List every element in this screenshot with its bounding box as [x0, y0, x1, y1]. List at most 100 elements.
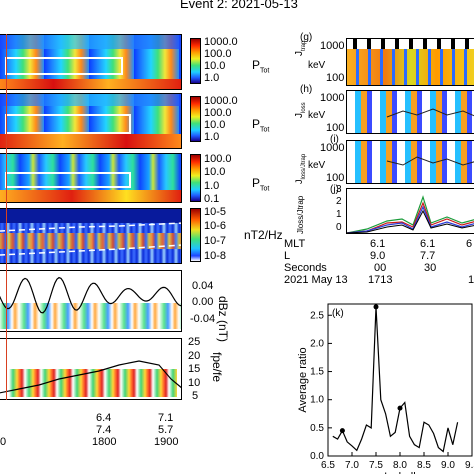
- panel-j-plot: [346, 188, 474, 234]
- dbz-tick-0: 0.04: [192, 280, 214, 292]
- x-tick-label: 6.5: [321, 460, 335, 471]
- ratio-point-marked: [339, 428, 345, 434]
- dbz-tick-2: -0.04: [190, 313, 216, 325]
- y-tick-label: 0.5: [310, 423, 324, 434]
- panel-i-ytick-0: 1000: [320, 142, 345, 154]
- panel-j-letter: (j): [330, 184, 339, 195]
- panel-h-heatmap: [346, 90, 474, 134]
- panel-j-ytick-0: 3: [336, 184, 342, 195]
- cbar1-tick-2: 10.0: [204, 60, 226, 72]
- footer-col3-mlt: 6: [466, 238, 473, 250]
- footer-col2-mlt: 6.1: [420, 238, 436, 250]
- cbar3-tick-0: 100.0: [204, 153, 232, 165]
- cbar3-tick-1: 10.0: [204, 166, 226, 178]
- panel-g-ytick-1: 100: [326, 72, 345, 84]
- footer-col1-l: 9.0: [370, 250, 386, 262]
- wave-spectrogram-panel: [0, 208, 182, 264]
- colorbar-2: [190, 96, 201, 142]
- x-tick-label: 7.0: [345, 460, 359, 471]
- page-title: Event 2: 2021-05-13: [180, 0, 298, 11]
- left-axis-edge: 0: [0, 436, 7, 448]
- x-axis-label: L shell: [384, 471, 415, 474]
- cbar1-tick-3: 1.0: [204, 72, 220, 84]
- spectrogram-panel-3: [0, 153, 182, 203]
- footer-col1-date: 1713: [368, 274, 393, 286]
- cbar1-label: PTot: [252, 58, 270, 75]
- left-axis-row1-b: 7.1: [158, 412, 174, 424]
- panel-h-unit: keV: [308, 110, 326, 121]
- spectrogram-panel-2: [0, 93, 182, 149]
- ratio-series-line: [332, 306, 459, 453]
- left-axis-row2-b: 5.7: [158, 424, 174, 436]
- cbar2-tick-2: 10.0: [204, 119, 226, 131]
- left-axis-row1-a: 6.4: [96, 412, 112, 424]
- footer-label-date: 2021 May 13: [284, 274, 348, 286]
- panel-i-unit: keV: [308, 160, 326, 171]
- panel-g-heatmap: [346, 38, 474, 86]
- panel-h-ytick-1: 100: [326, 122, 345, 134]
- panel-g-ytick-0: 1000: [320, 40, 345, 52]
- panel-i-ylabel: Jloss/Jtrap: [294, 153, 307, 184]
- left-axis-row2-a: 7.4: [96, 424, 112, 436]
- y-axis-label: Average ratio: [297, 347, 309, 412]
- panel-h-letter: (h): [300, 84, 313, 95]
- fpe-tick-4: 5: [192, 390, 199, 402]
- fpe-panel: [0, 338, 182, 400]
- panel-k-letter: (k): [332, 308, 344, 319]
- cbar4-label: nT2/Hz: [244, 228, 283, 242]
- fpe-label: fpe/fe: [210, 352, 224, 383]
- y-tick-label: 0.0: [310, 451, 324, 462]
- x-tick-label: 7.5: [369, 460, 383, 471]
- x-tick-label: 9.5: [465, 460, 474, 471]
- colorbar-4: [190, 208, 201, 262]
- cbar4-tick-0: 10-5: [204, 206, 227, 218]
- footer-label-l: L: [284, 250, 291, 262]
- panel-g-letter: (g): [300, 32, 313, 43]
- panel-h-ytick-0: 1000: [320, 92, 345, 104]
- ratio-point-marked: [373, 304, 379, 310]
- panel-j-ytick-3: 0: [336, 222, 342, 233]
- ratio-point-marked: [397, 405, 403, 411]
- average-ratio-chart: (k) 0.0 0.5 1.0 1.5 2.0 2.5 6.5 7.0 7.5 8.0 8.5 9.0 9…: [297, 303, 474, 474]
- cbar2-label: PTot: [252, 117, 270, 134]
- footer-label-mlt: MLT: [284, 238, 306, 250]
- cbar2-tick-0: 1000.0: [204, 95, 238, 107]
- fpe-tick-2: 15: [188, 363, 201, 375]
- panel-j-ylabel: Jloss/Jtrap: [296, 195, 305, 234]
- panel-h-ylabel: Jloss: [294, 102, 307, 118]
- left-axis-row3-b: 1900: [154, 436, 179, 448]
- panel-g-unit: keV: [308, 60, 326, 71]
- cbar1-tick-0: 1000.0: [204, 36, 238, 48]
- left-axis-row3-a: 1800: [92, 436, 117, 448]
- cbar3-tick-2: 1.0: [204, 180, 220, 192]
- y-tick-label: 2.5: [310, 310, 324, 321]
- fpe-curve: [0, 360, 181, 394]
- panel-j-ytick-1: 2: [336, 196, 342, 207]
- cbar1-tick-1: 100.0: [204, 48, 232, 60]
- footer-col1-mlt: 6.1: [370, 238, 386, 250]
- plot-frame: [327, 303, 473, 457]
- x-tick-label: 8.5: [417, 460, 431, 471]
- cbar4-tick-2: 10-7: [204, 235, 227, 247]
- panel-i-letter: (i): [330, 134, 339, 145]
- dbz-panel: [0, 270, 182, 332]
- footer-col1-seconds: 00: [374, 262, 387, 274]
- footer-col3-date: 1: [468, 274, 474, 286]
- cbar4-tick-3: 10-8: [204, 250, 227, 262]
- dbz-label: dBz (nT): [216, 296, 230, 343]
- cbar2-tick-1: 100.0: [204, 107, 232, 119]
- cbar2-tick-3: 1.0: [204, 131, 220, 143]
- footer-col2-l: 7.7: [420, 250, 436, 262]
- dbz-waveform: [0, 276, 181, 314]
- x-tick-label: 9.0: [441, 460, 455, 471]
- colorbar-1: [190, 38, 201, 84]
- fpe-tick-0: 25: [188, 336, 201, 348]
- panel-g-ylabel: Jtrap: [294, 40, 307, 56]
- dbz-tick-1: 0.00: [192, 296, 214, 308]
- footer-col2-seconds: 30: [424, 262, 437, 274]
- cbar4-tick-1: 10-6: [204, 220, 227, 232]
- cbar3-label: PTot: [252, 176, 270, 193]
- wave-overlay-lines: [0, 222, 181, 256]
- y-tick-label: 2.0: [310, 338, 324, 349]
- event-marker-line: [6, 34, 7, 400]
